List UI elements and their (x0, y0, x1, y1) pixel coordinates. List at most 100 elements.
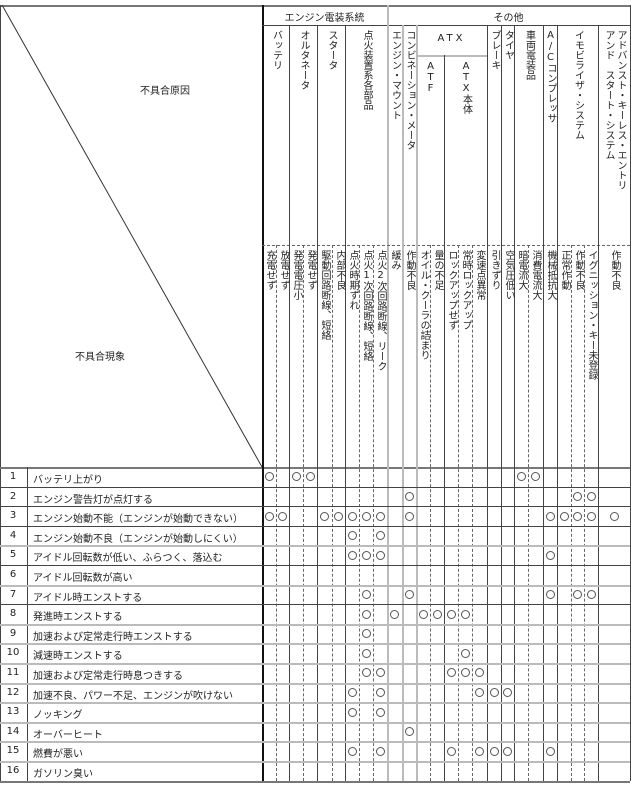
grid-line (262, 5, 264, 781)
grid-line (0, 721, 630, 724)
row-number: 11 (6, 667, 20, 678)
symptom-column-header: イグニッション・キー未登録 (586, 250, 597, 380)
row-number: 2 (9, 490, 17, 502)
symptom-column-header: 内部不良 (334, 250, 345, 290)
grid-line (359, 245, 360, 781)
grid-line (543, 25, 544, 781)
applicable-mark (347, 511, 357, 521)
row-symptom-label: エンジン始動不良（エンジンが始動しにくい） (33, 533, 243, 545)
symptom-column-header: 点火1次回路断線、短絡 (361, 250, 372, 361)
grid-line (0, 643, 630, 646)
grid-line (0, 525, 630, 527)
grid-line (430, 245, 431, 781)
applicable-mark (278, 511, 287, 521)
applicable-mark (446, 668, 456, 678)
grid-line (0, 486, 630, 488)
applicable-mark (361, 668, 371, 678)
applicable-mark (559, 511, 569, 521)
applicable-mark (609, 511, 619, 521)
grid-line (0, 741, 630, 744)
symptom-column-header: 作動不良 (404, 250, 415, 290)
cause-subheader: ATF (425, 61, 436, 94)
applicable-mark (573, 511, 582, 521)
cause-header: A/Cコンプレッサ (545, 30, 556, 123)
applicable-mark (503, 687, 512, 697)
grid-line (571, 245, 572, 781)
applicable-mark (375, 550, 385, 560)
row-number: 4 (9, 529, 17, 541)
symptom-column-header: 点火2次回路断線、リーク (375, 250, 386, 371)
cause-header: タイヤ (502, 30, 514, 60)
row-symptom-label: アイドル回転数が低い、ふらつく、落込む (33, 553, 223, 565)
applicable-mark (361, 609, 371, 619)
applicable-mark (573, 589, 582, 599)
grid-line (444, 55, 445, 781)
grid-line (0, 467, 630, 469)
applicable-mark (305, 472, 315, 482)
row-number: 10 (6, 647, 20, 659)
row-number: 16 (6, 765, 20, 776)
cause-axis-label: 不具合原因 (140, 86, 190, 97)
applicable-mark (404, 511, 414, 521)
row-number: 7 (9, 588, 17, 600)
applicable-mark (460, 668, 470, 678)
grid-line (276, 245, 277, 781)
row-symptom-label: エンジン始動不能（エンジンが始動できない） (33, 514, 243, 526)
symptom-column-header: 空気圧低い (503, 250, 514, 300)
row-number: 5 (9, 549, 17, 561)
row-number: 14 (6, 725, 20, 737)
grid-line (402, 25, 404, 781)
symptom-axis-label: 不具合現象 (75, 352, 125, 363)
applicable-mark (475, 687, 484, 697)
row-symptom-label: 加速および定常走行時息つきする (33, 671, 183, 682)
applicable-mark (586, 589, 596, 599)
group-header: エンジン電装系統 (284, 13, 365, 24)
symptom-column-header: 点火時期ずれ (347, 250, 358, 310)
applicable-mark (432, 609, 442, 619)
symptom-column-header: 正常作動 (559, 250, 570, 290)
symptom-column-header: 常時ロックアップ (460, 250, 471, 330)
grid-line (387, 5, 389, 781)
applicable-mark (375, 668, 385, 678)
grid-line (373, 245, 374, 781)
grid-line (416, 25, 418, 781)
applicable-mark (545, 589, 555, 599)
applicable-mark (545, 511, 555, 521)
symptom-column-header: オイル・クーラの詰まり (418, 250, 429, 360)
symptom-column-header: 充電せず (264, 250, 275, 290)
symptom-column-header: 作動不良 (573, 250, 584, 290)
applicable-mark (418, 609, 428, 619)
applicable-mark (489, 746, 499, 756)
applicable-mark (320, 511, 329, 521)
cause-header: イモビライザ・システム (572, 30, 584, 140)
cause-header: アドバンスト・キーレス・エントリ アンド スタート・システム (603, 30, 626, 190)
symptom-column-header: 緩み (389, 250, 400, 270)
row-symptom-label: バッテリ上がり (33, 475, 103, 486)
symptom-column-header: 作動不良 (609, 250, 620, 290)
grid-line (0, 761, 630, 763)
applicable-mark (460, 648, 470, 658)
applicable-mark (334, 511, 343, 521)
cause-header: コンビネーション・メータ (404, 30, 415, 150)
applicable-mark (573, 491, 582, 501)
row-number: 9 (9, 627, 17, 639)
grid-line (416, 55, 487, 57)
row-symptom-label: アイドル時エンストする (33, 592, 143, 604)
symptom-column-header: 機械抵抗大 (545, 250, 556, 300)
symptom-column-header: 引きずり (489, 250, 500, 290)
applicable-mark (347, 746, 357, 756)
applicable-mark (503, 746, 512, 756)
grid-line (0, 506, 630, 508)
cause-header: ブレーキ (489, 30, 500, 70)
applicable-mark (404, 491, 414, 501)
row-symptom-label: アイドル回転数が高い (33, 573, 133, 584)
cause-header: オルタネータ (298, 30, 309, 90)
applicable-mark (475, 746, 484, 756)
grid-line (501, 25, 502, 781)
applicable-mark (347, 550, 357, 560)
applicable-mark (489, 687, 499, 697)
grid-line (0, 545, 630, 548)
grid-line (598, 25, 599, 781)
symptom-column-header: 暗電流大 (516, 250, 527, 290)
grid-line (0, 682, 630, 685)
